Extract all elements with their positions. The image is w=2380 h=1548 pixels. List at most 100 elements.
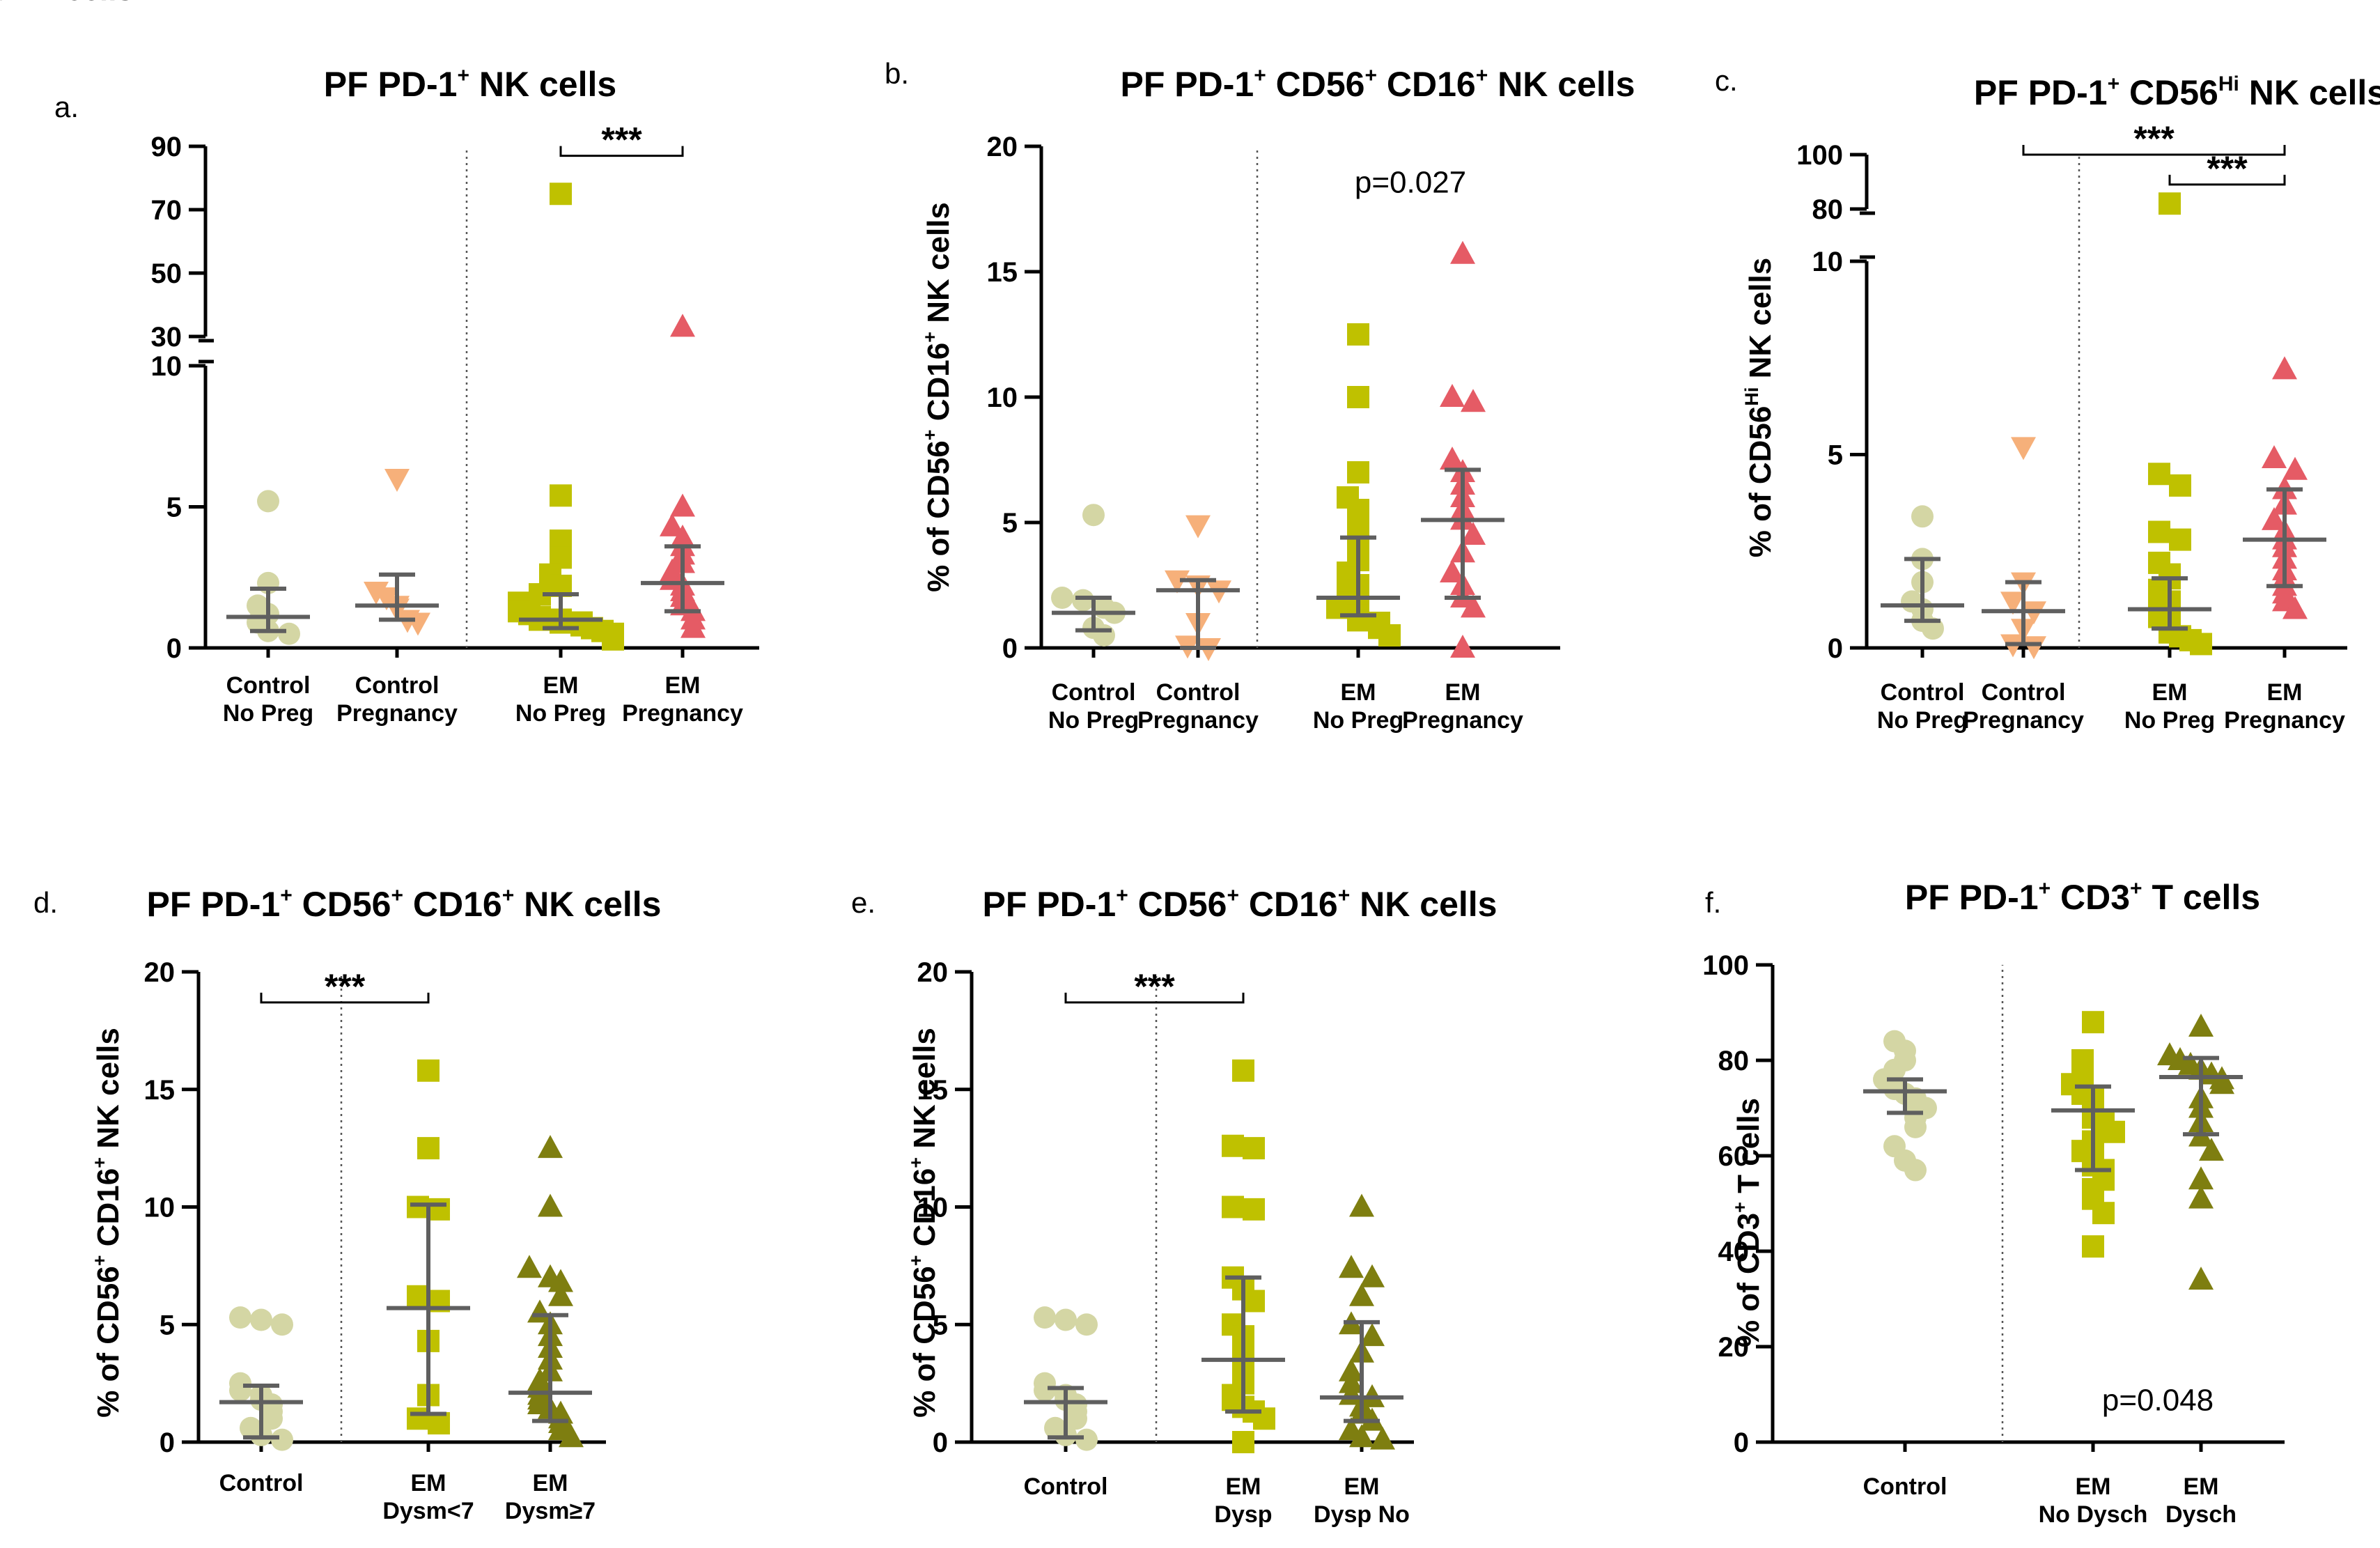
text-part: % of CD3 [1732,1213,1766,1347]
y-tick-label: 10 [144,1193,176,1223]
significance-bracket [2022,145,2286,156]
text-part: CD16 [1377,65,1476,104]
category-label: EM [1445,679,1481,706]
y-axis-label: % of CD3+ T cells [1729,1098,1766,1347]
text-part: % of total NK cells [0,0,134,7]
data-point [2092,1202,2115,1225]
text-part: + [905,1255,926,1267]
text-part: PF PD-1 [1121,65,1254,104]
y-tick-label: 15 [917,1075,949,1106]
data-point [384,469,410,492]
category-label: EM [2076,1473,2111,1500]
text-part: CD3 [2051,878,2130,917]
y-axis: 0 20 40 60 80 100 [1702,950,2285,1458]
series-1 [355,469,439,636]
chart-title: PF PD-1+ CD56+ CD16+ NK cells [147,884,662,924]
series-0 [1051,504,1135,647]
series-0 [1881,505,1964,640]
category-sublabel: No Preg [515,700,606,727]
y-axis-label: % of CD56+ CD16+ NK cells [919,202,956,592]
data-point [1360,1323,1385,1347]
data-point [1349,1283,1374,1306]
data-point [260,1407,283,1430]
category-label: EM [543,672,579,699]
text-part: + [1729,1202,1750,1213]
series-2 [508,183,624,651]
series-1 [2051,1011,2135,1258]
panel-c: c. PF PD-1+ CD56Hi NK cells% of CD56Hi NK… [1715,64,2380,734]
y-tick-label: 20 [917,957,949,988]
series-2 [1320,1193,1403,1450]
data-point [229,1306,251,1329]
panel-letter: c. [1715,64,1738,97]
significance-bracket [2168,174,2286,186]
series-3 [2243,356,2326,619]
series-2 [1316,323,1401,647]
data-point [1347,386,1369,408]
data-point [1440,384,1465,407]
significance-bracket [559,146,684,157]
data-point [1232,1059,1254,1082]
data-point [2272,356,2297,380]
chart-title: PF PD-1+ CD56+ CD16+ NK cells [1121,64,1635,104]
data-point [407,1285,429,1308]
y-tick-label: 10 [151,351,182,382]
data-point [1911,505,1934,528]
text-part: + [391,884,403,907]
panel-letter: a. [54,91,79,123]
chart-title: PF PD-1+ CD3+ T cells [1905,877,2260,917]
y-tick-label: 20 [1718,1332,1750,1363]
category-label: Control [1024,1473,1108,1500]
y-axis-label: % of CD56+ CD16+ NK cells [89,1028,125,1418]
error-bar [1201,1275,1285,1414]
text-part: + [502,884,515,907]
text-part: + [1476,64,1488,87]
data-point [1065,1407,1087,1430]
y-tick-label: 0 [1002,633,1018,664]
y-tick-label: 80 [1812,194,1844,225]
text-part: Hi [1741,387,1762,406]
panel-letter: e. [851,886,876,919]
text-part: PF PD-1 [324,65,458,104]
text-part: NK cells [908,1028,942,1157]
series-2 [508,1135,592,1448]
y-axis-label: % of total NK cells [0,0,134,7]
category-label: Control [1052,679,1136,706]
error-bar [1052,596,1135,633]
category-sublabel: Dysch [2165,1501,2237,1528]
data-point [2000,591,2025,615]
data-point [1034,1306,1056,1329]
error-bar [2159,1055,2243,1137]
category-sublabel: No Preg [1048,707,1139,734]
category-label: Control [1156,679,1240,706]
category-sublabel: No Dysch [2039,1501,2148,1528]
text-part: NK cells [921,202,956,332]
text-part: + [919,430,940,441]
series-1 [387,1059,470,1434]
p-value-label: p=0.027 [1355,165,1466,199]
data-point [1339,1255,1364,1278]
text-part: + [1338,884,1351,907]
error-bar [508,1313,592,1423]
text-part: T cells [1732,1098,1766,1202]
text-part: CD16 [908,1168,942,1255]
text-part: + [1364,64,1377,87]
text-part: PF PD-1 [1974,73,2108,112]
data-point [1222,1195,1244,1218]
significance-stars: *** [601,121,642,160]
y-tick-label: 90 [151,132,182,162]
data-point [2282,456,2308,480]
category-sublabel: No Preg [223,700,313,727]
category-sublabel: Dysm≥7 [505,1498,596,1524]
data-point [1360,1264,1385,1287]
category-sublabel: No Preg [1313,707,1403,734]
chart-title: PF PD-1+ NK cells [324,64,616,104]
panel-a: a. PF PD-1+ NK cells % of total NK cells 0 5… [0,0,759,727]
data-point [680,614,706,638]
data-point [538,1135,563,1159]
category-sublabel: No Preg [1877,707,1968,734]
significance-stars: *** [1134,967,1175,1006]
data-point [1461,522,1486,545]
data-point [2262,445,2287,469]
text-part: NK cells [2239,73,2380,112]
